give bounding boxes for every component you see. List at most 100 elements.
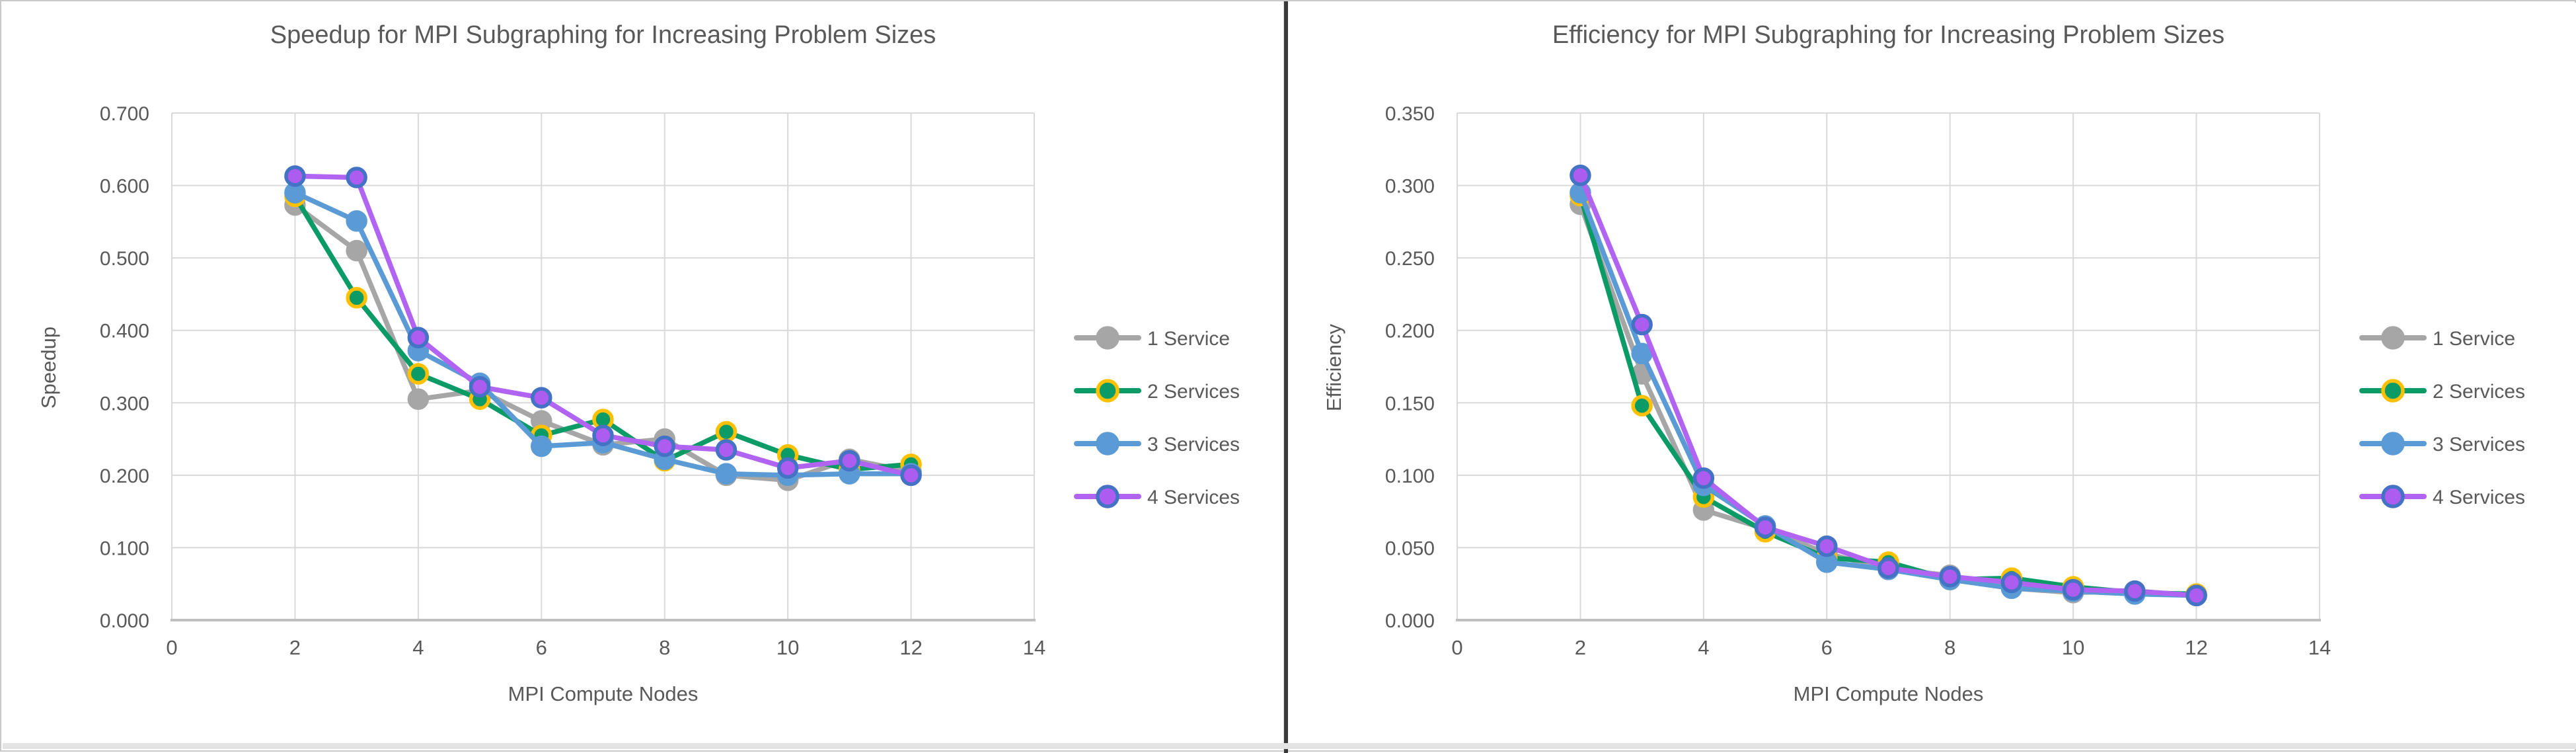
data-point-4-services <box>777 457 799 479</box>
y-tick-label: 0.300 <box>100 393 149 415</box>
series-4-services <box>1570 164 2207 606</box>
data-point-4-services <box>839 450 860 472</box>
x-tick-label: 12 <box>2185 636 2207 659</box>
legend-marker <box>2381 432 2405 456</box>
data-point-2-services <box>407 363 430 385</box>
data-point-4-services <box>1816 535 1838 557</box>
data-point-4-services <box>2000 571 2023 594</box>
x-tick-label: 6 <box>1821 636 1833 659</box>
data-point-3-services <box>531 435 552 457</box>
x-tick-label: 4 <box>1698 636 1709 659</box>
data-point-4-services <box>1570 164 1591 186</box>
y-tick-label: 0.200 <box>100 465 149 487</box>
x-tick-label: 6 <box>536 636 547 659</box>
axis-ticks: 0 2 4 6 8 10 12 14 0.000 0.050 0.100 0.150 0.200 0.25… <box>1385 103 2331 659</box>
legend-label: 4 Services <box>2433 487 2525 508</box>
data-point-4-services <box>2185 584 2207 606</box>
legend: 1 Service 2 Services 3 Services 4 Services <box>1074 326 1240 508</box>
legend-item-2-services: 2 Services <box>2359 379 2525 403</box>
x-tick-label: 0 <box>166 636 177 659</box>
panel-divider <box>1283 1 1288 753</box>
y-tick-label: 0.000 <box>100 610 149 632</box>
y-tick-label: 0.300 <box>1385 176 1435 198</box>
legend-marker <box>1096 432 1119 456</box>
legend-marker <box>2381 326 2405 350</box>
data-point-4-services <box>531 387 552 409</box>
legend-label: 1 Service <box>1147 328 1230 350</box>
y-tick-label: 0.700 <box>100 103 149 125</box>
y-tick-label: 0.200 <box>1385 321 1435 342</box>
x-axis-title: MPI Compute Nodes <box>508 682 699 705</box>
x-tick-label: 8 <box>659 636 670 659</box>
data-point-4-services <box>654 435 675 457</box>
legend-item-2-services: 2 Services <box>1074 379 1240 403</box>
legend-label: 1 Service <box>2433 328 2515 350</box>
y-tick-label: 0.100 <box>1385 465 1435 487</box>
legend-item-1-service: 1 Service <box>2359 326 2515 350</box>
legend-marker <box>2381 485 2405 508</box>
data-point-4-services <box>900 464 922 487</box>
x-tick-label: 2 <box>1575 636 1586 659</box>
x-tick-label: 4 <box>412 636 424 659</box>
data-point-3-services <box>1631 342 1653 365</box>
data-point-4-services <box>715 439 738 461</box>
x-tick-label: 14 <box>1023 636 1045 659</box>
data-point-4-services <box>284 165 306 187</box>
chart-title: Efficiency for MPI Subgraphing for Incre… <box>1552 21 2225 49</box>
data-point-4-services <box>1692 467 1715 489</box>
series-line-3-services <box>1577 190 2199 598</box>
data-point-4-services <box>1754 516 1776 538</box>
data-point-2-services <box>346 287 367 309</box>
legend-label: 2 Services <box>1147 381 1240 403</box>
data-point-1-service <box>407 388 430 411</box>
data-point-4-services <box>1877 557 1899 579</box>
axis-ticks: 0 2 4 6 8 10 12 14 0.000 0.100 0.200 0.300 0.400 0.50… <box>100 103 1045 659</box>
legend-item-4-services: 4 Services <box>1074 485 1240 508</box>
legend-item-1-service: 1 Service <box>1074 326 1230 350</box>
legend-item-3-services: 3 Services <box>1074 432 1240 456</box>
x-tick-label: 8 <box>1944 636 1955 659</box>
x-axis-title: MPI Compute Nodes <box>1793 682 1984 705</box>
y-tick-label: 0.400 <box>100 321 149 342</box>
chart-title: Speedup for MPI Subgraphing for Increasi… <box>270 21 936 49</box>
legend-marker <box>1096 326 1119 350</box>
series-4-services <box>284 165 922 487</box>
y-tick-label: 0.150 <box>1385 393 1435 415</box>
bottom-edge-strip <box>3 743 2576 749</box>
y-tick-label: 0.250 <box>1385 248 1435 270</box>
data-point-4-services <box>346 167 367 188</box>
speedup-plot: 0 2 4 6 8 10 12 14 0.000 0.100 0.200 0.300 0.400 0.50… <box>100 103 1240 659</box>
data-point-2-services <box>715 420 738 443</box>
series-2-services <box>1570 184 2207 605</box>
y-tick-label: 0.500 <box>100 248 149 270</box>
gridlines <box>170 112 1036 621</box>
data-point-3-services <box>715 463 738 485</box>
data-point-4-services <box>2124 580 2146 602</box>
legend: 1 Service 2 Services 3 Services 4 Services <box>2359 326 2525 508</box>
series-1-service <box>1570 193 2207 606</box>
data-point-3-services <box>346 210 367 232</box>
data-point-4-services <box>592 424 614 446</box>
data-point-4-services <box>1939 566 1961 588</box>
x-tick-label: 10 <box>2062 636 2084 659</box>
legend-marker <box>1096 485 1119 508</box>
legend-marker <box>1096 379 1119 403</box>
data-point-4-services <box>469 376 491 398</box>
data-point-4-services <box>1631 313 1653 336</box>
data-point-4-services <box>407 327 430 348</box>
x-tick-label: 14 <box>2308 636 2331 659</box>
x-tick-label: 2 <box>289 636 301 659</box>
data-point-1-service <box>346 239 367 262</box>
legend-item-4-services: 4 Services <box>2359 485 2525 508</box>
legend-label: 3 Services <box>1147 434 1240 456</box>
legend-label: 2 Services <box>2433 381 2525 403</box>
legend-label: 3 Services <box>2433 434 2525 456</box>
legend-label: 4 Services <box>1147 487 1240 508</box>
data-point-2-services <box>1631 395 1653 416</box>
series-3-services <box>1570 182 2207 606</box>
y-tick-label: 0.000 <box>1385 610 1435 632</box>
x-tick-label: 12 <box>899 636 922 659</box>
x-tick-label: 0 <box>1451 636 1462 659</box>
y-tick-label: 0.600 <box>100 176 149 198</box>
